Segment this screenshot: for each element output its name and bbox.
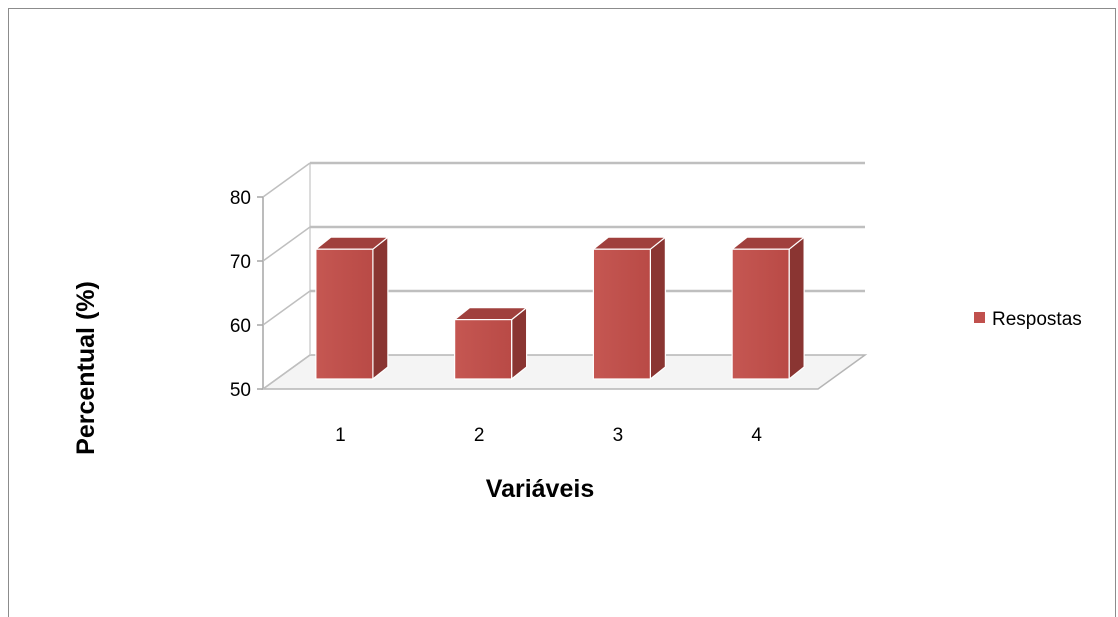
legend-label: Respostas [992, 309, 1082, 330]
y-tick-label: 80 [230, 188, 251, 209]
chart-frame [8, 8, 1116, 617]
gridline-side [262, 354, 311, 390]
bar-front [454, 319, 513, 380]
x-tick-label: 4 [751, 425, 762, 446]
gridline-side [262, 162, 311, 198]
gridline-side [262, 290, 311, 326]
y-tick-label: 50 [230, 380, 251, 401]
bar-front [731, 248, 790, 380]
y-axis-title: Percentual (%) [72, 281, 100, 455]
x-tick-label: 1 [335, 425, 346, 446]
gridline-side [262, 226, 311, 262]
y-axis-ticks: 50 60 70 80 [230, 188, 251, 401]
chart-walls [260, 163, 868, 390]
bar-front [592, 248, 651, 380]
bar-side [788, 235, 805, 381]
bar-side [372, 235, 389, 381]
x-axis-ticks: 1 2 3 4 [335, 425, 762, 446]
bar [452, 306, 529, 381]
bar-side [649, 235, 666, 381]
legend: Respostas [974, 309, 1082, 330]
y-tick-label: 70 [230, 252, 251, 273]
legend-swatch [974, 312, 985, 323]
bar [314, 235, 390, 381]
y-tick-label: 60 [230, 316, 251, 337]
bars [314, 235, 806, 381]
bar-front [315, 248, 374, 380]
x-axis-title: Variáveis [486, 475, 594, 503]
x-tick-label: 2 [474, 425, 485, 446]
x-tick-label: 3 [613, 425, 624, 446]
bar [730, 235, 806, 381]
bar [591, 235, 668, 381]
